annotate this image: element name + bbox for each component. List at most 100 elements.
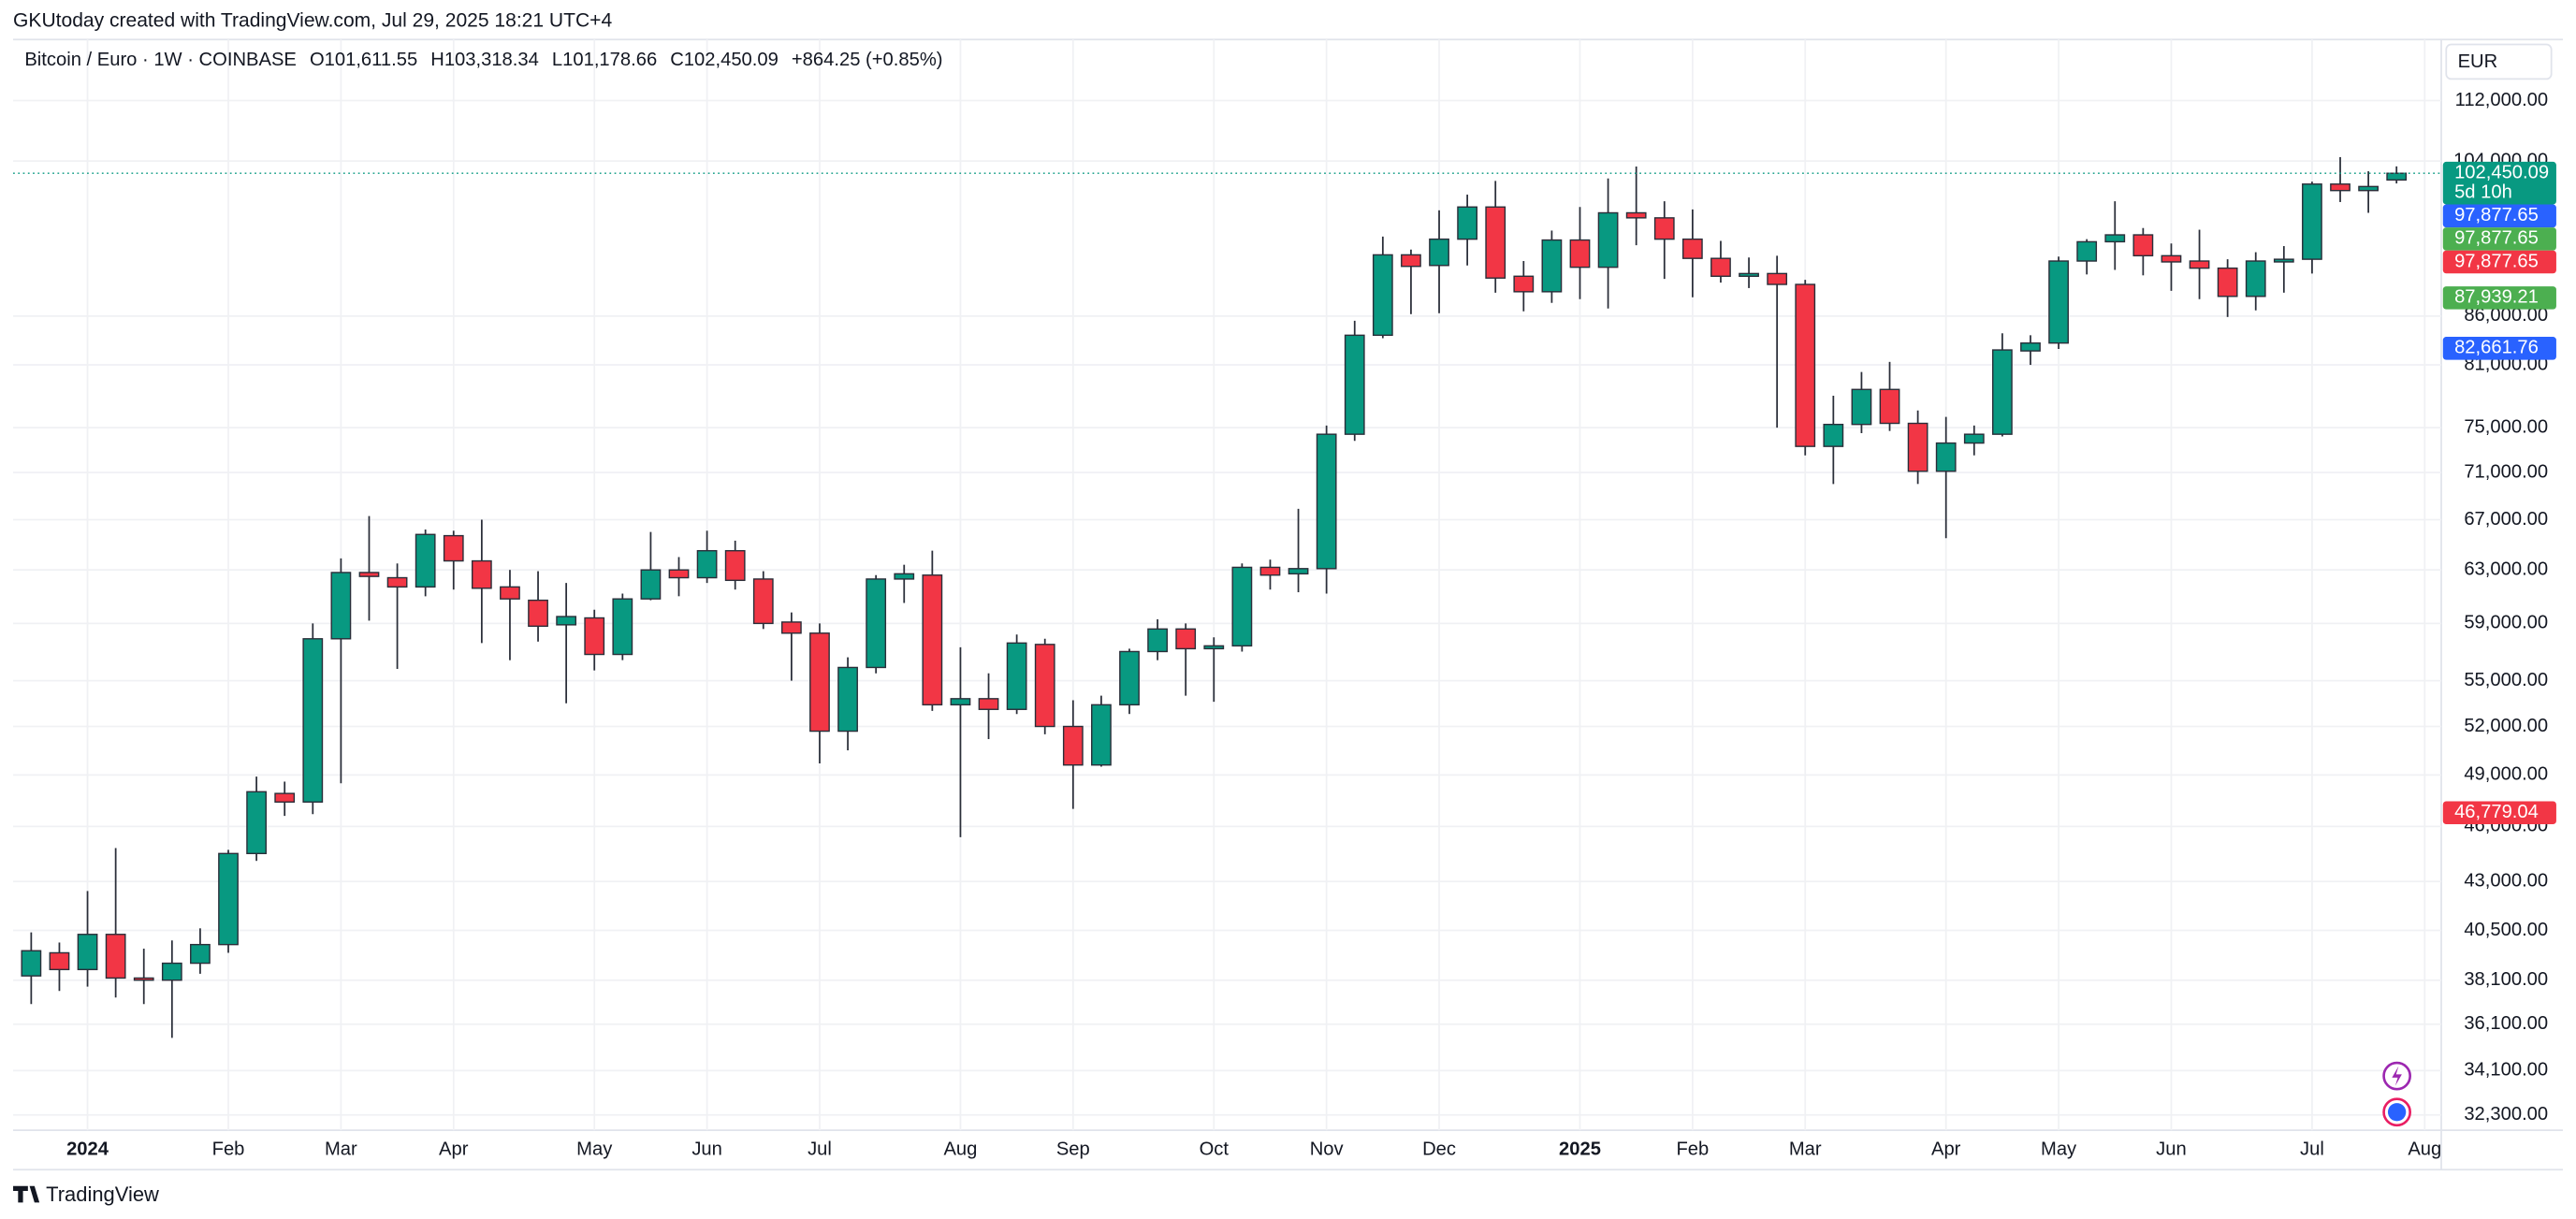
y-tick-label: 32,300.00 xyxy=(2464,1104,2548,1125)
candle-body xyxy=(528,599,548,628)
legend-high: H103,318.34 xyxy=(430,50,539,70)
candle-body xyxy=(1119,650,1140,706)
candle-body xyxy=(161,962,182,981)
x-tick-label: Aug xyxy=(2408,1139,2441,1159)
candle-body xyxy=(2048,260,2069,344)
candle-body xyxy=(1429,238,1449,267)
candle-body xyxy=(724,549,746,582)
candle-body xyxy=(1879,388,1900,425)
price-label: 97,877.65 xyxy=(2454,251,2539,271)
price-label-box xyxy=(2442,250,2556,274)
x-tick-label: Apr xyxy=(1931,1139,1961,1159)
price-label-box xyxy=(2442,286,2556,310)
y-tick-label: 52,000.00 xyxy=(2464,716,2548,736)
brand: TradingView xyxy=(46,1183,159,1206)
candle-body xyxy=(2217,267,2238,297)
candle-body xyxy=(1597,211,1619,268)
price-label-countdown: 5d 10h xyxy=(2454,182,2512,203)
candle-body xyxy=(1147,628,1168,653)
candle-body xyxy=(1344,334,1365,435)
candle-body xyxy=(2104,234,2126,243)
candle-body xyxy=(752,578,774,625)
currency[interactable]: EUR xyxy=(2458,51,2498,72)
candle-body xyxy=(640,569,662,600)
candle-body xyxy=(584,617,605,656)
candle-body xyxy=(2076,240,2098,262)
candle-body xyxy=(1851,388,1872,426)
price-label-box xyxy=(2442,161,2556,205)
x-tick-label: Sep xyxy=(1056,1139,1090,1159)
y-tick-label: 55,000.00 xyxy=(2464,670,2548,690)
legend-low: L101,178.66 xyxy=(552,50,657,70)
price-label: 46,779.04 xyxy=(2454,802,2539,822)
candle-body xyxy=(274,792,296,803)
candle-body xyxy=(2330,183,2350,192)
candle-body xyxy=(696,549,718,579)
candle-body xyxy=(471,559,492,589)
candle-body xyxy=(556,616,577,626)
x-tick-label: Jun xyxy=(2156,1139,2187,1159)
y-tick-label: 86,000.00 xyxy=(2464,305,2548,326)
x-tick-label: Aug xyxy=(943,1139,977,1159)
candle-body xyxy=(302,638,324,803)
x-tick-label: Feb xyxy=(1676,1139,1709,1159)
candle-body xyxy=(358,572,380,577)
y-tick-label: 34,100.00 xyxy=(2464,1060,2548,1081)
candle-body xyxy=(1485,206,1506,279)
candle-body xyxy=(1457,206,1478,240)
y-tick-label: 67,000.00 xyxy=(2464,509,2548,530)
legend-close: C102,450.09 xyxy=(670,50,779,70)
candle-body xyxy=(2386,172,2408,181)
candle-body xyxy=(1710,257,1731,277)
x-tick-label: Nov xyxy=(1310,1139,1345,1159)
x-tick-label: Apr xyxy=(439,1139,469,1159)
candle-body xyxy=(922,574,943,706)
legend-open: O101,611.55 xyxy=(310,50,417,70)
candle-body xyxy=(2020,341,2041,352)
candle-body xyxy=(2189,260,2210,269)
y-tick-label: 36,100.00 xyxy=(2464,1013,2548,1034)
y-tick-label: 43,000.00 xyxy=(2464,871,2548,892)
candle-body xyxy=(1569,239,1591,268)
candle-body xyxy=(780,621,802,634)
x-tick-label: May xyxy=(2041,1139,2077,1159)
legend-change: +864.25 (+0.85%) xyxy=(792,50,943,70)
candle-body xyxy=(330,572,352,640)
candle-body xyxy=(866,578,887,669)
x-tick-label: Feb xyxy=(212,1139,245,1159)
candle-body xyxy=(246,791,267,855)
candle-body xyxy=(2132,234,2154,257)
x-tick-label: Mar xyxy=(325,1139,357,1159)
price-label-box xyxy=(2442,204,2556,228)
candles xyxy=(13,156,2442,1038)
y-tick-label: 112,000.00 xyxy=(2455,90,2549,110)
y-tick-label: 40,500.00 xyxy=(2464,920,2548,940)
candle-body xyxy=(1372,254,1393,337)
candle-body xyxy=(1823,423,1844,447)
x-tick-label: May xyxy=(576,1139,613,1159)
candle-body xyxy=(1513,275,1535,293)
globe-icon-inner xyxy=(2387,1103,2407,1122)
candle-body xyxy=(1625,211,1647,219)
candle-body xyxy=(1231,566,1253,647)
candle-body xyxy=(1767,272,1788,285)
candle-body xyxy=(1034,644,1055,728)
candle-body xyxy=(1316,433,1337,570)
x-tick-label: 2024 xyxy=(66,1139,109,1159)
x-tick-label: Dec xyxy=(1422,1139,1456,1159)
candle-body xyxy=(668,569,690,579)
currency-button[interactable] xyxy=(2445,43,2553,80)
candle-body xyxy=(133,977,154,981)
grid xyxy=(13,39,2442,1131)
alert-icon-bolt xyxy=(2392,1066,2402,1086)
candle-body xyxy=(837,666,858,733)
candle-body xyxy=(1681,238,1703,259)
attribution: GKUtoday created with TradingView.com, J… xyxy=(13,10,612,32)
candle-body xyxy=(49,951,70,971)
legend-symbol: Bitcoin / Euro · 1W · COINBASE xyxy=(24,50,297,70)
candle-body xyxy=(1062,725,1084,766)
price-label: 97,877.65 xyxy=(2454,205,2539,225)
